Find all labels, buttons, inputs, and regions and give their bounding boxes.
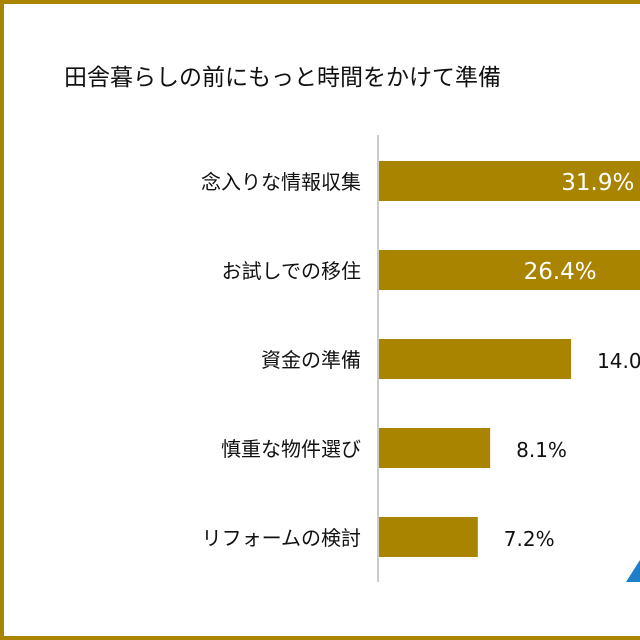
category-label: リフォームの検討 <box>202 526 361 550</box>
data-label: 26.4% <box>524 259 597 285</box>
chart-title: 田舎暮らしの前にもっと時間をかけて準備 <box>64 65 501 91</box>
data-label: 14.0% <box>597 349 640 373</box>
category-label: 慎重な物件選び <box>221 437 361 461</box>
bar <box>379 339 572 379</box>
bar <box>379 250 640 290</box>
bar <box>379 161 640 201</box>
bar <box>379 428 491 468</box>
data-label: 7.2% <box>504 527 555 551</box>
data-label: 31.9% <box>561 170 634 196</box>
data-label: 8.1% <box>516 438 567 462</box>
category-label: 資金の準備 <box>261 348 361 372</box>
category-label: お試しでの移住 <box>222 259 361 283</box>
bar <box>379 517 478 557</box>
triangle-logo-icon <box>626 560 640 582</box>
category-label: 念入りな情報収集 <box>201 170 361 194</box>
